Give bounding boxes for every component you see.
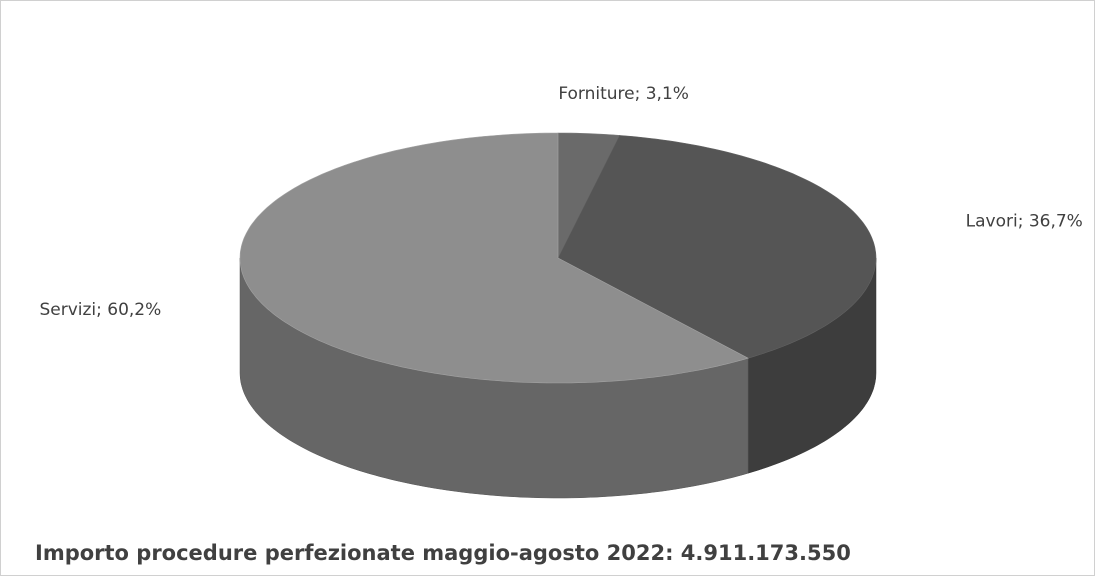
slice [239,132,749,384]
data-label: Lavori; 36,7% [966,212,1083,232]
data-label: Forniture; 3,1% [558,84,689,104]
slice [557,135,877,359]
annotation: Importo procedure perfezionate maggio-ag… [35,541,851,565]
data-label: Servizi; 60,2% [39,300,161,320]
